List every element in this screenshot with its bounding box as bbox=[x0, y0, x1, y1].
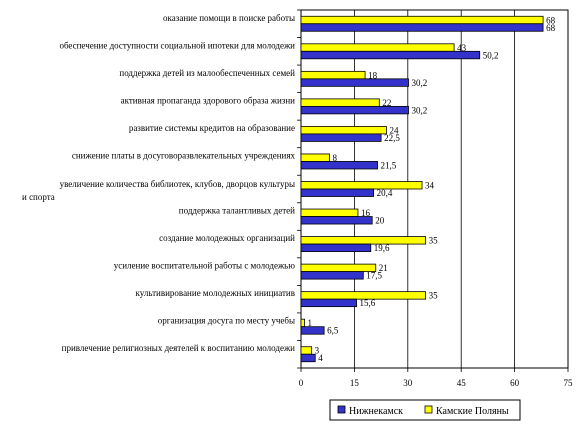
bar-kamskie-polyany bbox=[300, 208, 359, 217]
category-label: организация досуга по месту учебы bbox=[158, 316, 295, 326]
category-label: привлечение религиозных деятелей к воспи… bbox=[62, 343, 296, 353]
bar-nizhnekamsk bbox=[300, 353, 316, 363]
category-label: усиление воспитательной работы с молодеж… bbox=[114, 261, 296, 271]
data-label: 16 bbox=[361, 208, 371, 218]
data-label: 6,5 bbox=[327, 326, 339, 336]
bar-kamskie-polyany bbox=[300, 181, 423, 190]
data-label: 35 bbox=[429, 236, 439, 246]
category-label: культивирование молодежных инициатив bbox=[136, 288, 295, 298]
category-label: увеличение количества библиотек, клубов,… bbox=[60, 179, 295, 189]
data-label: 68 bbox=[546, 15, 556, 25]
x-tick-label: 30 bbox=[403, 378, 413, 388]
data-label: 35 bbox=[429, 291, 439, 301]
category-label: и спорта bbox=[22, 192, 55, 202]
bar-nizhnekamsk bbox=[300, 188, 375, 197]
category-label: снижение платы в досуговоразвлекательных… bbox=[72, 150, 296, 160]
data-label: 17,5 bbox=[366, 271, 382, 281]
data-label: 21 bbox=[379, 263, 388, 273]
category-label: поддержка талантливых детей bbox=[179, 206, 295, 216]
legend-label: Камские Поляны bbox=[436, 406, 509, 417]
bar-nizhnekamsk bbox=[300, 133, 382, 142]
data-label: 43 bbox=[457, 43, 467, 53]
bar-kamskie-polyany bbox=[300, 43, 455, 52]
data-label: 34 bbox=[425, 181, 435, 191]
category-label: активная пропаганда здорового образа жиз… bbox=[121, 95, 296, 105]
bar-kamskie-polyany bbox=[300, 15, 544, 25]
x-tick-label: 75 bbox=[564, 378, 574, 388]
data-label: 15,6 bbox=[360, 298, 376, 308]
bar-nizhnekamsk bbox=[300, 216, 373, 225]
x-tick-label: 15 bbox=[350, 378, 360, 388]
data-label: 50,2 bbox=[483, 50, 499, 60]
bar-nizhnekamsk bbox=[300, 326, 325, 335]
bar-kamskie-polyany bbox=[300, 126, 387, 135]
bar-nizhnekamsk bbox=[300, 161, 378, 170]
data-label: 21,5 bbox=[381, 160, 397, 170]
data-label: 22 bbox=[382, 98, 391, 108]
category-label: поддержка детей из малообеспеченных семе… bbox=[119, 68, 295, 78]
bar-nizhnekamsk bbox=[300, 271, 364, 280]
bar-nizhnekamsk bbox=[300, 105, 409, 115]
data-label: 1 bbox=[308, 318, 313, 328]
x-tick-label: 45 bbox=[457, 378, 467, 388]
bar-kamskie-polyany bbox=[300, 263, 377, 273]
data-label: 8 bbox=[332, 153, 337, 163]
data-label: 20,4 bbox=[377, 188, 393, 198]
data-label: 4 bbox=[318, 353, 323, 363]
legend: Нижнекамск Камские Поляны bbox=[329, 399, 521, 421]
data-label: 18 bbox=[368, 70, 378, 80]
data-label: 19,6 bbox=[374, 243, 390, 253]
bar-kamskie-polyany bbox=[300, 318, 305, 328]
category-label: развитие системы кредитов на образование bbox=[129, 123, 295, 133]
bar-kamskie-polyany bbox=[300, 98, 380, 107]
data-label: 22,5 bbox=[384, 133, 400, 143]
x-tick-label: 60 bbox=[510, 378, 520, 388]
bar-nizhnekamsk bbox=[300, 50, 481, 60]
category-label: обеспечение доступности социальной ипоте… bbox=[59, 40, 295, 50]
bar-kamskie-polyany bbox=[300, 346, 313, 355]
data-label: 24 bbox=[389, 125, 399, 135]
bar-kamskie-polyany bbox=[300, 291, 426, 300]
bar-nizhnekamsk bbox=[300, 78, 409, 87]
bar-nizhnekamsk bbox=[300, 298, 357, 308]
category-label: оказание помощи в поиске работы bbox=[163, 13, 295, 23]
legend-swatch bbox=[337, 405, 346, 414]
data-label: 68 bbox=[546, 23, 556, 33]
legend-swatch bbox=[424, 405, 433, 414]
bar-nizhnekamsk bbox=[300, 243, 372, 252]
bar-kamskie-polyany bbox=[300, 70, 366, 80]
bar-kamskie-polyany bbox=[300, 153, 330, 162]
plot-area: 0 15 30 45 60 75 оказание помощи в поиске рабо… bbox=[22, 9, 574, 388]
x-tick-label: 0 bbox=[299, 378, 304, 388]
category-label: создание молодежных организаций bbox=[159, 233, 295, 243]
data-label: 30,2 bbox=[412, 105, 428, 115]
data-label: 30,2 bbox=[412, 78, 428, 88]
bar-nizhnekamsk bbox=[300, 23, 544, 32]
data-label: 20 bbox=[375, 216, 385, 226]
bar-kamskie-polyany bbox=[300, 236, 426, 245]
legend-label: Нижнекамск bbox=[349, 406, 403, 417]
data-label: 3 bbox=[315, 346, 320, 356]
